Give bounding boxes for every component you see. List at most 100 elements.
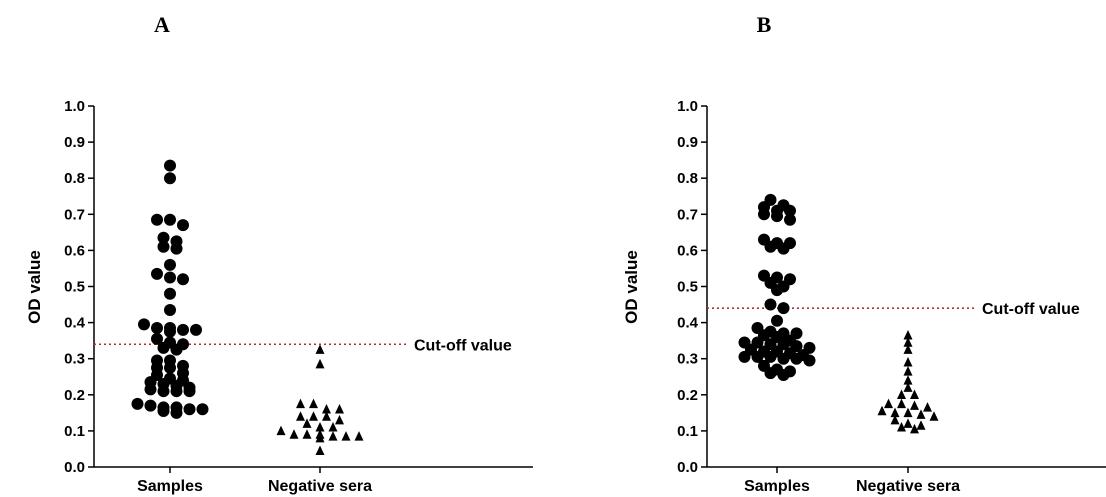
sample-point (164, 213, 176, 226)
sample-point (183, 385, 196, 398)
sample-point (177, 273, 189, 286)
sample-point (790, 352, 803, 365)
sample-point (164, 172, 176, 185)
negative-sera-point (903, 337, 913, 347)
sample-point (803, 354, 816, 367)
negative-sera-point (903, 418, 913, 428)
negative-sera-point (335, 403, 344, 414)
sample-point (151, 267, 163, 280)
sample-point (164, 258, 176, 271)
panel-b: B OD value 0.00.10.20.30.40.50.60.70.80.… (622, 12, 1106, 495)
sample-point (784, 213, 796, 226)
x-category-label: Negative sera (856, 478, 960, 495)
y-tick-label: 0.1 (677, 423, 698, 440)
x-category-label: Samples (137, 478, 203, 495)
sample-point (170, 406, 183, 419)
sample-point (764, 350, 777, 363)
negative-sera-point (929, 411, 939, 421)
sample-point (144, 383, 157, 396)
sample-point (151, 213, 163, 226)
y-tick-label: 0.6 (677, 242, 698, 259)
sample-point (764, 298, 777, 311)
panel-a-plot: 0.0 0.1 0.2 0.3 0.4 0.5 0.6 0.7 0.8 0.9 1.0 Samples… (64, 98, 533, 495)
negative-sera-point (903, 329, 913, 340)
negative-sera-point (276, 425, 286, 436)
panel-b-label: B (757, 12, 772, 37)
panel-a-y-axis-title: OD value (25, 250, 44, 324)
negative-sera-point (903, 382, 913, 392)
negative-sera-point (890, 407, 900, 418)
sample-point (151, 322, 163, 335)
negative-sera-point (916, 409, 926, 419)
sample-point (157, 341, 170, 354)
sample-point (131, 397, 144, 410)
cutoff-label: Cut-off value (414, 337, 512, 354)
sample-point (157, 240, 170, 253)
sample-point (777, 368, 790, 381)
y-tick-label: 0.5 (64, 279, 85, 296)
y-tick-label: 0.2 (64, 387, 85, 404)
panel-b-y-axis-title: OD value (622, 250, 641, 324)
y-tick-label: 0.4 (677, 315, 699, 332)
sample-point (177, 323, 189, 336)
y-tick-label: 0.3 (677, 351, 698, 368)
negative-sera-point (354, 431, 364, 441)
negative-sera-point (328, 431, 338, 441)
negative-sera-point (328, 422, 338, 432)
negative-sera-point (884, 398, 893, 409)
sample-point (164, 361, 176, 374)
sample-point (771, 284, 783, 297)
sample-point (784, 204, 796, 217)
negative-sera-point (315, 445, 325, 456)
negative-sera-point (890, 414, 900, 425)
sample-point (183, 403, 196, 416)
negative-sera-point (309, 398, 318, 409)
negative-sera-point (315, 432, 325, 443)
negative-sera-point (341, 431, 351, 441)
sample-point (151, 332, 163, 345)
y-tick-label: 0.2 (677, 387, 698, 404)
sample-point (144, 399, 157, 412)
negative-sera-point (322, 411, 331, 421)
negative-sera-point (910, 400, 919, 410)
negative-sera-point (302, 418, 312, 428)
negative-sera-point (315, 344, 325, 354)
negative-sera-point (897, 398, 906, 409)
y-tick-label: 0.9 (64, 134, 85, 151)
sample-point (170, 385, 183, 398)
negative-sera-point (315, 358, 325, 369)
panel-a: A OD value 0.00.10.20.30.40.50.60.70.80.… (25, 12, 533, 495)
sample-point (758, 208, 770, 221)
negative-sera-point (903, 357, 913, 367)
x-category-label: Negative sera (268, 478, 372, 495)
y-tick-label: 1.0 (64, 98, 85, 115)
sample-point (164, 159, 176, 172)
negative-sera-point (923, 402, 932, 412)
sample-point (164, 271, 176, 284)
sample-point (751, 350, 764, 363)
y-tick-label: 0.0 (677, 459, 698, 476)
negative-sera-point (903, 375, 913, 385)
sample-point (777, 352, 790, 365)
sample-point (190, 323, 202, 336)
y-tick-label: 0.9 (677, 134, 698, 151)
y-tick-label: 0.8 (64, 170, 85, 187)
y-tick-label: 0.4 (64, 315, 86, 332)
sample-point (157, 385, 170, 398)
y-tick-label: 0.7 (677, 206, 698, 223)
panel-b-plot: 0.0 0.1 0.2 0.3 0.4 0.5 0.6 0.7 0.8 0.9 1.0 Samples… (677, 98, 1106, 495)
sample-point (170, 242, 183, 255)
sample-point (771, 314, 783, 327)
sample-point (764, 240, 777, 253)
sample-point (164, 287, 176, 300)
negative-sera-point (903, 407, 913, 418)
negative-sera-point (903, 366, 913, 376)
negative-sera-point (289, 429, 299, 439)
negative-sera-point (309, 411, 318, 421)
sample-point (777, 242, 790, 255)
y-tick-label: 0.8 (677, 170, 698, 187)
sample-point (164, 325, 176, 338)
sample-point (164, 303, 176, 316)
sample-point (177, 219, 189, 232)
negative-sera-point (315, 422, 325, 432)
